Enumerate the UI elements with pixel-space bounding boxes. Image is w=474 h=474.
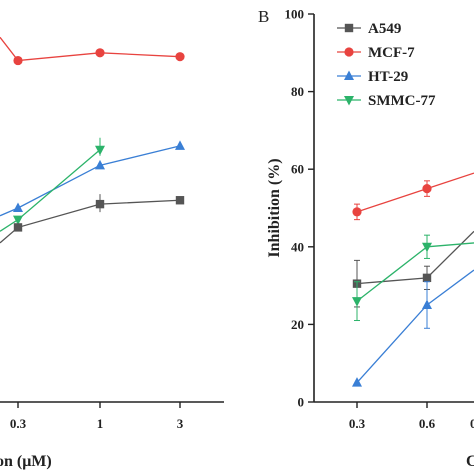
right-y-tick-label: 60 bbox=[291, 162, 304, 177]
right-series-ht-29 bbox=[352, 269, 474, 387]
left-series-line bbox=[0, 199, 181, 244]
left-x-tick-label: 0.3 bbox=[10, 416, 27, 431]
left-panel: 0.3 1 3 on (μM) bbox=[0, 36, 224, 470]
right-data-point bbox=[352, 297, 362, 307]
legend-item: A549 bbox=[337, 21, 401, 37]
left-series-a549 bbox=[0, 194, 185, 244]
legend-marker bbox=[344, 70, 354, 80]
left-series-line bbox=[0, 145, 181, 217]
right-data-point bbox=[422, 299, 432, 309]
right-series-mcf-7 bbox=[352, 172, 474, 221]
left-x-tick-label: 3 bbox=[177, 416, 184, 431]
right-x-tick-label: 0.6 bbox=[419, 416, 436, 431]
right-x-axis-label-partial: C bbox=[466, 453, 474, 470]
right-data-point bbox=[422, 184, 432, 194]
left-data-point bbox=[95, 199, 105, 209]
legend-label: MCF-7 bbox=[368, 45, 415, 61]
right-y-tick-label: 100 bbox=[285, 7, 305, 22]
left-x-tick-label: 1 bbox=[97, 416, 104, 431]
right-x-tick-label: 0.3 bbox=[349, 416, 366, 431]
left-series-ht-29 bbox=[0, 140, 185, 217]
left-data-point bbox=[175, 140, 185, 150]
left-data-point bbox=[13, 202, 23, 212]
legend-marker bbox=[344, 47, 354, 57]
left-data-point bbox=[13, 223, 23, 232]
right-series-line bbox=[356, 242, 474, 302]
left-series-mcf-7 bbox=[0, 36, 185, 66]
right-data-point bbox=[352, 207, 362, 217]
legend-label: HT-29 bbox=[368, 69, 408, 85]
legend: A549 MCF-7 HT-29 SMMC-77 bbox=[337, 21, 436, 109]
right-series-line bbox=[356, 172, 474, 213]
left-data-point bbox=[95, 145, 105, 156]
panel-label: B bbox=[258, 7, 269, 26]
right-series-smmc-77 bbox=[352, 234, 474, 322]
legend-marker bbox=[344, 96, 354, 106]
legend-item: SMMC-77 bbox=[337, 93, 436, 109]
left-series-smmc-7721 bbox=[0, 137, 105, 232]
left-data-point bbox=[13, 215, 23, 226]
right-x-tick-label-partial: 0 bbox=[470, 416, 474, 431]
right-panel: B 0 20 40 60 80 100 0.3 0.6 0 C Inhibition (%) A549 M… bbox=[258, 7, 474, 470]
right-data-point bbox=[422, 242, 432, 253]
right-y-tick-label: 80 bbox=[291, 84, 304, 99]
legend-item: HT-29 bbox=[337, 69, 408, 85]
left-x-axis-label: on (μM) bbox=[0, 453, 52, 470]
legend-item: MCF-7 bbox=[337, 45, 415, 61]
right-data-point bbox=[352, 377, 362, 387]
legend-label: SMMC-77 bbox=[368, 93, 436, 109]
right-y-tick-label: 40 bbox=[291, 239, 304, 254]
legend-marker bbox=[344, 23, 354, 33]
left-data-point bbox=[175, 196, 185, 205]
right-series-line bbox=[356, 230, 474, 285]
left-data-point bbox=[13, 55, 23, 66]
right-y-tick-label: 20 bbox=[291, 317, 304, 332]
right-data-point bbox=[422, 273, 432, 283]
legend-label: A549 bbox=[368, 21, 401, 37]
left-series-line bbox=[0, 36, 181, 62]
left-data-point bbox=[95, 159, 105, 170]
right-series-a549 bbox=[352, 230, 474, 308]
left-data-point bbox=[95, 48, 105, 58]
left-data-point bbox=[175, 52, 185, 62]
right-y-axis-label: Inhibition (%) bbox=[266, 158, 283, 257]
right-y-tick-label: 0 bbox=[298, 395, 305, 410]
